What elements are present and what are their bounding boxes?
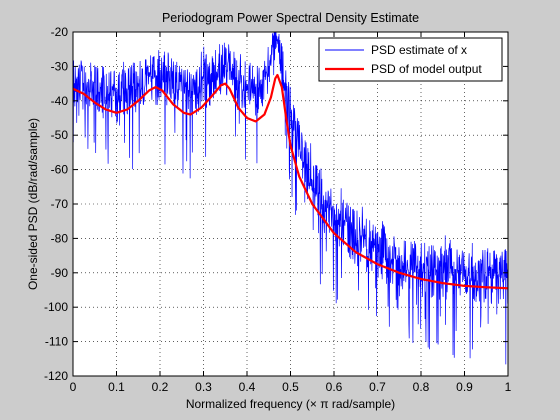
legend-label: PSD of model output	[371, 62, 482, 76]
chart-title: Periodogram Power Spectral Density Estim…	[162, 11, 419, 25]
series-line-psd-estimate	[73, 32, 508, 365]
y-tick-label: -20	[51, 25, 69, 39]
y-tick-label: -110	[45, 335, 68, 349]
y-tick-label: -40	[51, 94, 69, 108]
x-tick-label: 0.1	[108, 380, 125, 394]
legend-label: PSD estimate of x	[371, 43, 467, 57]
x-tick-label: 1	[505, 380, 512, 394]
x-tick-label: 0.2	[152, 380, 169, 394]
ticks: 0 0.1 0.2 0.3 0.4 0.5 0.6 0.7 0.8 0.9 1 -120 -110 -10…	[44, 25, 512, 394]
x-tick-label: 0.9	[456, 380, 473, 394]
x-tick-label: 0.6	[326, 380, 343, 394]
legend-box	[318, 37, 503, 82]
x-tick-label: 0.4	[239, 380, 256, 394]
y-tick-label: -30	[51, 59, 69, 73]
x-tick-label: 0.7	[369, 380, 386, 394]
y-tick-label: -90	[51, 266, 69, 280]
x-tick-label: 0	[70, 380, 77, 394]
x-tick-label: 0.5	[282, 380, 299, 394]
x-tick-label: 0.8	[413, 380, 430, 394]
y-tick-label: -50	[51, 128, 69, 142]
y-tick-label: -120	[44, 369, 68, 383]
y-tick-label: -60	[51, 163, 69, 177]
series-line-model-output	[73, 73, 508, 290]
legend: PSD estimate of x PSD of model output	[318, 37, 503, 82]
series-layer	[73, 32, 508, 365]
x-tick-label: 0.3	[195, 380, 212, 394]
x-axis-label: Normalized frequency (× π rad/sample)	[186, 397, 395, 411]
y-tick-label: -80	[51, 231, 69, 245]
y-tick-label: -70	[51, 197, 69, 211]
y-axis-label: One-sided PSD (dB/rad/sample)	[26, 118, 40, 290]
y-tick-label: -100	[44, 300, 68, 314]
